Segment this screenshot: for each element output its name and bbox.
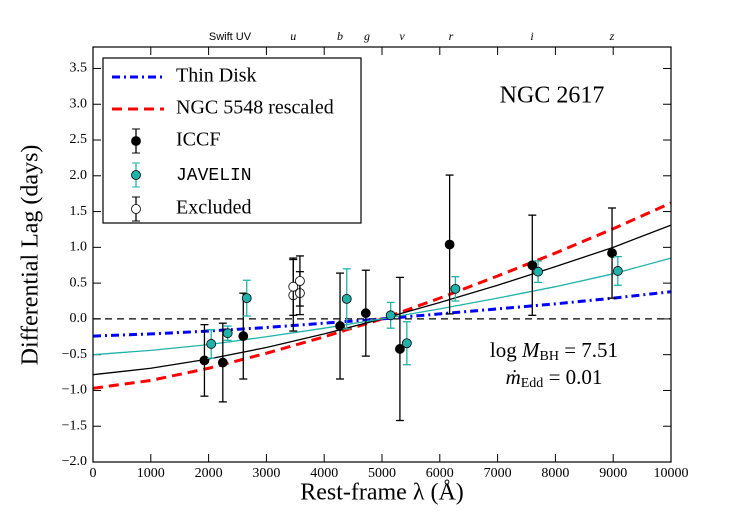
legend-marker [131, 136, 141, 146]
error-point [450, 276, 461, 302]
x-tick-label: 4000 [310, 466, 338, 481]
x-tick-label: 10000 [654, 466, 689, 481]
marker [444, 239, 455, 250]
y-tick-label: −0.5 [62, 347, 87, 362]
top-label: v [399, 29, 405, 43]
legend-marker [131, 170, 141, 180]
y-axis-label: Differential Lag (days) [18, 145, 44, 366]
y-tick-label: 1.0 [70, 240, 88, 255]
y-tick-label: −1.0 [62, 383, 87, 398]
error-point [199, 323, 210, 397]
marker [206, 339, 217, 349]
legend-label: JAVELIN [176, 166, 252, 186]
error-point [241, 279, 252, 317]
y-tick-label: −2.0 [62, 454, 87, 469]
marker [395, 344, 405, 354]
y-tick-label: 2.5 [70, 132, 88, 147]
top-label: i [530, 29, 533, 43]
marker [199, 355, 210, 366]
plot-frame [92, 46, 672, 463]
marker [238, 331, 249, 341]
y-tick-label: 0.5 [70, 275, 88, 290]
legend-label: ICCF [176, 129, 220, 151]
error-point [238, 292, 249, 380]
error-point [222, 325, 233, 342]
marker [385, 310, 396, 321]
x-tick-label: 7000 [484, 466, 512, 481]
error-point [360, 269, 371, 357]
top-label: g [364, 29, 370, 43]
error-point [401, 321, 412, 366]
marker [360, 308, 371, 319]
marker [295, 276, 305, 286]
marker [612, 266, 623, 276]
y-tick-label: 0.0 [70, 311, 88, 326]
marker [401, 338, 412, 349]
top-label: b [337, 29, 343, 43]
model-line [92, 290, 672, 338]
error-point [612, 255, 623, 286]
marker [335, 321, 345, 331]
error-point [607, 207, 617, 299]
marker [607, 248, 617, 258]
annotation: log MBH = 7.51 [490, 338, 618, 364]
legend-label: Excluded [176, 197, 252, 219]
y-tick-label: 2.0 [70, 168, 88, 183]
top-label: r [449, 29, 454, 43]
error-point [533, 260, 543, 284]
error-point [395, 276, 405, 422]
x-tick-label: 3000 [252, 466, 280, 481]
x-axis-label: Rest-frame λ (Å) [300, 480, 464, 506]
x-tick-label: 2000 [195, 466, 223, 481]
x-tick-label: 1000 [137, 466, 165, 481]
error-point [341, 268, 352, 330]
error-point [288, 257, 299, 316]
legend: Thin Disk NGC 5548 rescaled ICCF JAVELIN Exc… [102, 57, 362, 224]
marker [341, 293, 352, 304]
error-point [527, 214, 538, 316]
legend-marker [131, 204, 141, 214]
y-tick-label: 1.5 [70, 204, 88, 219]
error-point [335, 272, 345, 380]
legend-label: Thin Disk [176, 65, 257, 87]
y-tick-label: 3.0 [70, 96, 88, 111]
top-label: z [609, 29, 615, 43]
x-tick-label: 9000 [599, 466, 627, 481]
legend-label: NGC 5548 rescaled [176, 97, 334, 119]
marker [288, 281, 299, 292]
chart-title: NGC 2617 [500, 83, 605, 109]
marker [241, 293, 252, 304]
error-point [217, 322, 228, 403]
x-tick-label: 8000 [541, 466, 569, 481]
marker [527, 260, 538, 271]
x-tick-label: 5000 [368, 466, 396, 481]
top-label: u [290, 29, 296, 43]
top-label: Swift UV [209, 31, 252, 43]
marker [222, 328, 233, 339]
legend-box [102, 57, 362, 224]
error-point [295, 255, 305, 307]
marker [533, 266, 543, 277]
error-point [206, 328, 217, 359]
y-tick-label: −1.5 [62, 418, 87, 433]
marker [217, 357, 228, 368]
annotation: ṁEdd = 0.01 [506, 365, 603, 391]
y-tick-label: 3.5 [70, 61, 88, 76]
error-point [444, 174, 455, 315]
x-tick-label: 0 [90, 466, 97, 481]
x-tick-label: 6000 [426, 466, 454, 481]
marker [450, 283, 461, 294]
error-point [385, 301, 396, 329]
model-line [92, 257, 672, 356]
